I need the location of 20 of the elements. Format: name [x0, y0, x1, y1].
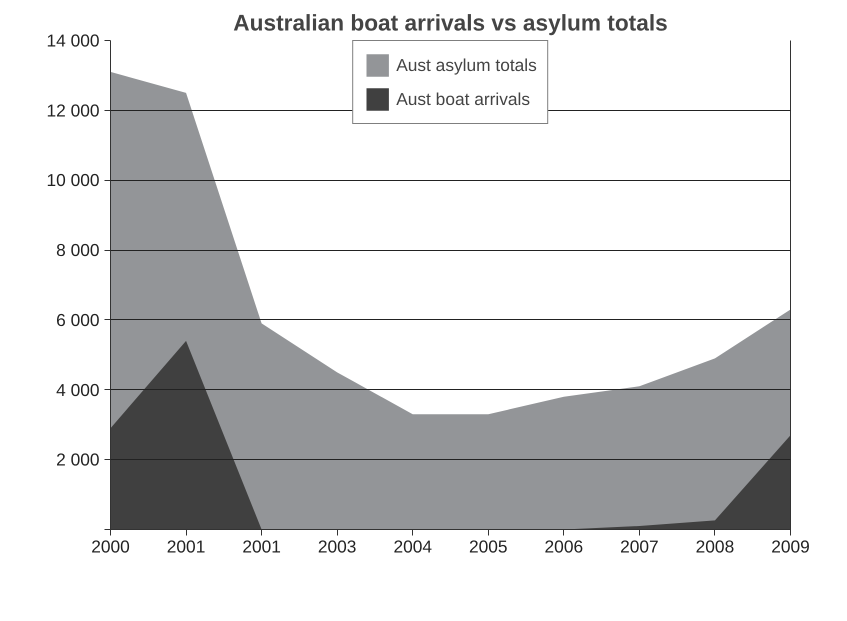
x-tick-label: 2001 [242, 536, 281, 556]
x-tick-label: 2009 [771, 536, 810, 556]
x-tick-label: 2003 [318, 536, 356, 556]
x-tick-label: 2000 [91, 536, 130, 556]
y-tick-label: 2 000 [56, 450, 100, 470]
y-tick-label: 10 000 [46, 170, 100, 190]
legend-label: Aust boat arrivals [396, 88, 530, 110]
x-tick-label: 2008 [696, 536, 734, 556]
y-tick-label: 6 000 [56, 310, 100, 330]
x-tick-label: 2006 [544, 536, 584, 556]
x-tick-label: 2007 [620, 536, 659, 556]
y-tick-label: 14 000 [46, 30, 100, 50]
x-tick-label: 2004 [393, 536, 432, 556]
y-tick-label: 4 000 [56, 380, 100, 400]
y-tick-label: 8 000 [56, 240, 100, 260]
chart-title: Australian boat arrivals vs asylum totals [233, 10, 668, 36]
legend-label: Aust asylum totals [396, 54, 537, 76]
y-tick-label: 12 000 [46, 100, 100, 120]
x-tick-label: 2001 [166, 536, 206, 556]
x-tick-label: 2005 [469, 536, 508, 556]
